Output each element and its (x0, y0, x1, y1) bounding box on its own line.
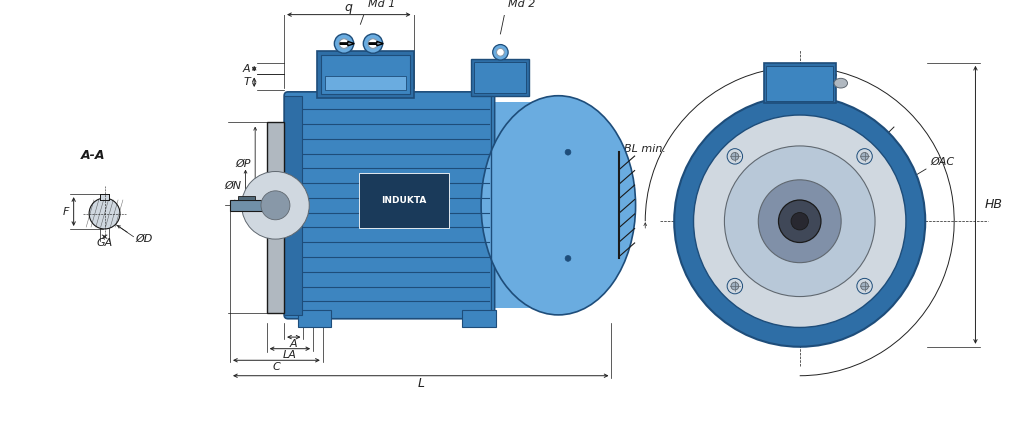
Text: ØN: ØN (224, 181, 242, 191)
Circle shape (861, 153, 868, 160)
Circle shape (759, 180, 841, 262)
Text: GA: GA (96, 238, 113, 248)
Circle shape (724, 146, 876, 296)
Bar (486, 103, 563, 308)
Text: A-A: A-A (81, 149, 105, 162)
FancyBboxPatch shape (325, 76, 406, 90)
Text: L: L (417, 377, 424, 390)
Circle shape (493, 45, 508, 60)
Text: INDUKTA: INDUKTA (381, 196, 427, 205)
Text: q: q (345, 1, 352, 14)
Circle shape (369, 39, 378, 48)
Circle shape (364, 34, 383, 53)
Circle shape (727, 279, 742, 294)
Circle shape (731, 153, 738, 160)
Bar (298, 310, 332, 327)
Circle shape (857, 279, 872, 294)
Text: LA: LA (283, 351, 297, 360)
Text: d: d (250, 189, 256, 199)
Ellipse shape (834, 78, 848, 88)
Circle shape (339, 39, 349, 48)
Circle shape (565, 149, 571, 155)
Bar (267, 122, 284, 313)
Bar (230, 200, 267, 211)
Circle shape (857, 149, 872, 164)
Text: A: A (290, 339, 298, 349)
Bar (284, 96, 301, 315)
Text: F: F (62, 206, 69, 217)
Circle shape (791, 212, 808, 230)
FancyBboxPatch shape (764, 63, 836, 103)
Text: T: T (243, 77, 250, 87)
FancyBboxPatch shape (321, 55, 410, 94)
Text: A: A (243, 64, 250, 74)
Text: ØAC: ØAC (931, 156, 954, 167)
Text: 45°: 45° (819, 73, 839, 83)
Circle shape (778, 200, 821, 243)
Circle shape (497, 48, 504, 56)
FancyArrow shape (340, 42, 354, 46)
Text: ØM: ØM (870, 237, 889, 247)
Text: 4xS: 4xS (693, 159, 714, 169)
FancyBboxPatch shape (474, 62, 526, 93)
Text: BL min.: BL min. (624, 144, 666, 154)
Text: Md 1: Md 1 (369, 0, 395, 9)
Bar (99, 194, 110, 200)
Circle shape (335, 34, 353, 53)
Text: ØD: ØD (135, 234, 153, 244)
Text: Md 2: Md 2 (508, 0, 536, 9)
Circle shape (261, 191, 290, 220)
Circle shape (674, 96, 926, 347)
Bar (462, 310, 496, 327)
Circle shape (731, 282, 738, 290)
Ellipse shape (481, 96, 636, 315)
Circle shape (89, 198, 120, 229)
Circle shape (727, 149, 742, 164)
FancyArrow shape (369, 42, 383, 46)
FancyBboxPatch shape (471, 59, 529, 96)
Circle shape (861, 282, 868, 290)
Text: 4x90°: 4x90° (594, 245, 628, 255)
Circle shape (565, 256, 571, 261)
Text: HB: HB (985, 198, 1004, 211)
FancyBboxPatch shape (766, 66, 834, 100)
Circle shape (242, 172, 309, 239)
FancyBboxPatch shape (317, 51, 414, 98)
Text: ØP: ØP (236, 159, 251, 169)
Circle shape (693, 115, 906, 327)
FancyBboxPatch shape (284, 92, 495, 319)
Text: C: C (272, 362, 281, 372)
Bar (238, 195, 255, 201)
